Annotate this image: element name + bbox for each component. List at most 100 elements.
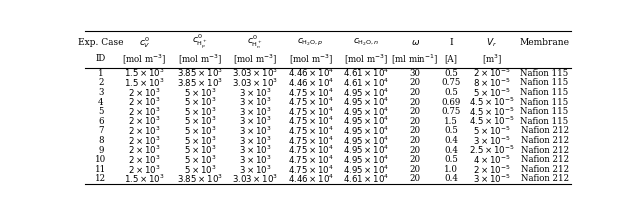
Text: $4.61 \times 10^4$: $4.61 \times 10^4$ xyxy=(343,67,390,79)
Text: 20: 20 xyxy=(410,107,420,116)
Text: $3.85 \times 10^3$: $3.85 \times 10^3$ xyxy=(177,173,223,185)
Text: $4.46 \times 10^4$: $4.46 \times 10^4$ xyxy=(288,173,334,185)
Text: 11: 11 xyxy=(95,165,106,174)
Text: $4.5 \times 10^{-5}$: $4.5 \times 10^{-5}$ xyxy=(469,115,515,127)
Text: 6: 6 xyxy=(98,117,104,126)
Text: $2 \times 10^3$: $2 \times 10^3$ xyxy=(128,96,161,108)
Text: $4.95 \times 10^4$: $4.95 \times 10^4$ xyxy=(343,96,390,108)
Text: $4.75 \times 10^4$: $4.75 \times 10^4$ xyxy=(288,144,333,156)
Text: $3 \times 10^3$: $3 \times 10^3$ xyxy=(239,86,271,99)
Text: $4.95 \times 10^4$: $4.95 \times 10^4$ xyxy=(343,134,390,147)
Text: $1.5 \times 10^3$: $1.5 \times 10^3$ xyxy=(124,77,164,89)
Text: 20: 20 xyxy=(410,174,420,183)
Text: 20: 20 xyxy=(410,126,420,135)
Text: $4.75 \times 10^4$: $4.75 \times 10^4$ xyxy=(288,125,333,137)
Text: Nafion 115: Nafion 115 xyxy=(520,78,569,87)
Text: [m$^3$]: [m$^3$] xyxy=(482,52,502,66)
Text: $c_{\mathrm{H_2O},p}$: $c_{\mathrm{H_2O},p}$ xyxy=(298,37,324,48)
Text: $4.75 \times 10^4$: $4.75 \times 10^4$ xyxy=(288,86,333,99)
Text: $3 \times 10^3$: $3 \times 10^3$ xyxy=(239,96,271,108)
Text: 8: 8 xyxy=(98,136,104,145)
Text: $4.75 \times 10^4$: $4.75 \times 10^4$ xyxy=(288,106,333,118)
Text: Nafion 212: Nafion 212 xyxy=(520,146,569,155)
Text: $8 \times 10^{-5}$: $8 \times 10^{-5}$ xyxy=(473,77,511,89)
Text: Nafion 115: Nafion 115 xyxy=(520,107,569,116)
Text: Nafion 115: Nafion 115 xyxy=(520,69,569,78)
Text: $3 \times 10^3$: $3 \times 10^3$ xyxy=(239,125,271,137)
Text: $5 \times 10^3$: $5 \times 10^3$ xyxy=(184,144,216,156)
Text: $3 \times 10^{-5}$: $3 \times 10^{-5}$ xyxy=(473,134,511,147)
Text: $5 \times 10^{-5}$: $5 \times 10^{-5}$ xyxy=(473,86,511,99)
Text: $3.85 \times 10^3$: $3.85 \times 10^3$ xyxy=(177,67,223,79)
Text: Membrane: Membrane xyxy=(520,38,570,47)
Text: $5 \times 10^3$: $5 \times 10^3$ xyxy=(184,153,216,166)
Text: 0.5: 0.5 xyxy=(444,69,458,78)
Text: $4.46 \times 10^4$: $4.46 \times 10^4$ xyxy=(288,67,334,79)
Text: $1.5 \times 10^3$: $1.5 \times 10^3$ xyxy=(124,173,164,185)
Text: Nafion 212: Nafion 212 xyxy=(520,136,569,145)
Text: $3 \times 10^3$: $3 \times 10^3$ xyxy=(239,163,271,176)
Text: 20: 20 xyxy=(410,155,420,164)
Text: 7: 7 xyxy=(98,126,104,135)
Text: 12: 12 xyxy=(95,174,106,183)
Text: $4.95 \times 10^4$: $4.95 \times 10^4$ xyxy=(343,115,390,127)
Text: $4.75 \times 10^4$: $4.75 \times 10^4$ xyxy=(288,115,333,127)
Text: 0.69: 0.69 xyxy=(441,97,461,107)
Text: 0.4: 0.4 xyxy=(444,174,458,183)
Text: 0.5: 0.5 xyxy=(444,88,458,97)
Text: [A]: [A] xyxy=(444,54,458,63)
Text: 1.5: 1.5 xyxy=(444,117,458,126)
Text: $c_{\mathrm{H}_n^+}^0$: $c_{\mathrm{H}_n^+}^0$ xyxy=(248,34,263,51)
Text: ID: ID xyxy=(96,54,106,63)
Text: 2: 2 xyxy=(98,78,104,87)
Text: 0.4: 0.4 xyxy=(444,146,458,155)
Text: 4: 4 xyxy=(98,97,104,107)
Text: $4.61 \times 10^4$: $4.61 \times 10^4$ xyxy=(343,173,390,185)
Text: 0.5: 0.5 xyxy=(444,126,458,135)
Text: $2 \times 10^3$: $2 \times 10^3$ xyxy=(128,163,161,176)
Text: 20: 20 xyxy=(410,117,420,126)
Text: $4.75 \times 10^4$: $4.75 \times 10^4$ xyxy=(288,134,333,147)
Text: [mol m$^{-3}$]: [mol m$^{-3}$] xyxy=(178,52,222,66)
Text: $2 \times 10^{-5}$: $2 \times 10^{-5}$ xyxy=(473,67,511,79)
Text: 0.75: 0.75 xyxy=(441,78,461,87)
Text: $5 \times 10^3$: $5 \times 10^3$ xyxy=(184,134,216,147)
Text: $4.95 \times 10^4$: $4.95 \times 10^4$ xyxy=(343,106,390,118)
Text: $3 \times 10^3$: $3 \times 10^3$ xyxy=(239,106,271,118)
Text: $3.03 \times 10^3$: $3.03 \times 10^3$ xyxy=(232,173,278,185)
Text: $5 \times 10^3$: $5 \times 10^3$ xyxy=(184,106,216,118)
Text: $3.03 \times 10^3$: $3.03 \times 10^3$ xyxy=(232,77,278,89)
Text: $4 \times 10^{-5}$: $4 \times 10^{-5}$ xyxy=(473,153,511,166)
Text: [mol m$^{-3}$]: [mol m$^{-3}$] xyxy=(289,52,333,66)
Text: $2 \times 10^3$: $2 \times 10^3$ xyxy=(128,86,161,99)
Text: 1.0: 1.0 xyxy=(444,165,458,174)
Text: $c_{\mathrm{H}_p^+}^0$: $c_{\mathrm{H}_p^+}^0$ xyxy=(192,33,208,51)
Text: $4.95 \times 10^4$: $4.95 \times 10^4$ xyxy=(343,86,390,99)
Text: $3 \times 10^{-5}$: $3 \times 10^{-5}$ xyxy=(473,173,511,185)
Text: [mol m$^{-3}$]: [mol m$^{-3}$] xyxy=(233,52,278,66)
Text: Nafion 212: Nafion 212 xyxy=(520,165,569,174)
Text: $3.03 \times 10^3$: $3.03 \times 10^3$ xyxy=(232,67,278,79)
Text: $2 \times 10^3$: $2 \times 10^3$ xyxy=(128,106,161,118)
Text: $5 \times 10^3$: $5 \times 10^3$ xyxy=(184,115,216,127)
Text: 9: 9 xyxy=(98,146,104,155)
Text: $4.75 \times 10^4$: $4.75 \times 10^4$ xyxy=(288,96,333,108)
Text: $4.95 \times 10^4$: $4.95 \times 10^4$ xyxy=(343,153,390,166)
Text: $2.5 \times 10^{-5}$: $2.5 \times 10^{-5}$ xyxy=(469,144,515,156)
Text: 1: 1 xyxy=(98,69,104,78)
Text: $V_r$: $V_r$ xyxy=(486,36,497,49)
Text: Nafion 115: Nafion 115 xyxy=(520,97,569,107)
Text: $5 \times 10^3$: $5 \times 10^3$ xyxy=(184,125,216,137)
Text: $5 \times 10^3$: $5 \times 10^3$ xyxy=(184,163,216,176)
Text: $5 \times 10^{-5}$: $5 \times 10^{-5}$ xyxy=(473,125,511,137)
Text: [mol m$^{-3}$]: [mol m$^{-3}$] xyxy=(122,52,166,66)
Text: $4.75 \times 10^4$: $4.75 \times 10^4$ xyxy=(288,153,333,166)
Text: [ml min$^{-1}$]: [ml min$^{-1}$] xyxy=(392,52,439,66)
Text: 20: 20 xyxy=(410,146,420,155)
Text: $4.5 \times 10^{-5}$: $4.5 \times 10^{-5}$ xyxy=(469,96,515,108)
Text: 5: 5 xyxy=(98,107,104,116)
Text: 10: 10 xyxy=(95,155,106,164)
Text: 20: 20 xyxy=(410,78,420,87)
Text: $5 \times 10^3$: $5 \times 10^3$ xyxy=(184,86,216,99)
Text: $c_{\mathrm{H_2O},n}$: $c_{\mathrm{H_2O},n}$ xyxy=(353,37,380,48)
